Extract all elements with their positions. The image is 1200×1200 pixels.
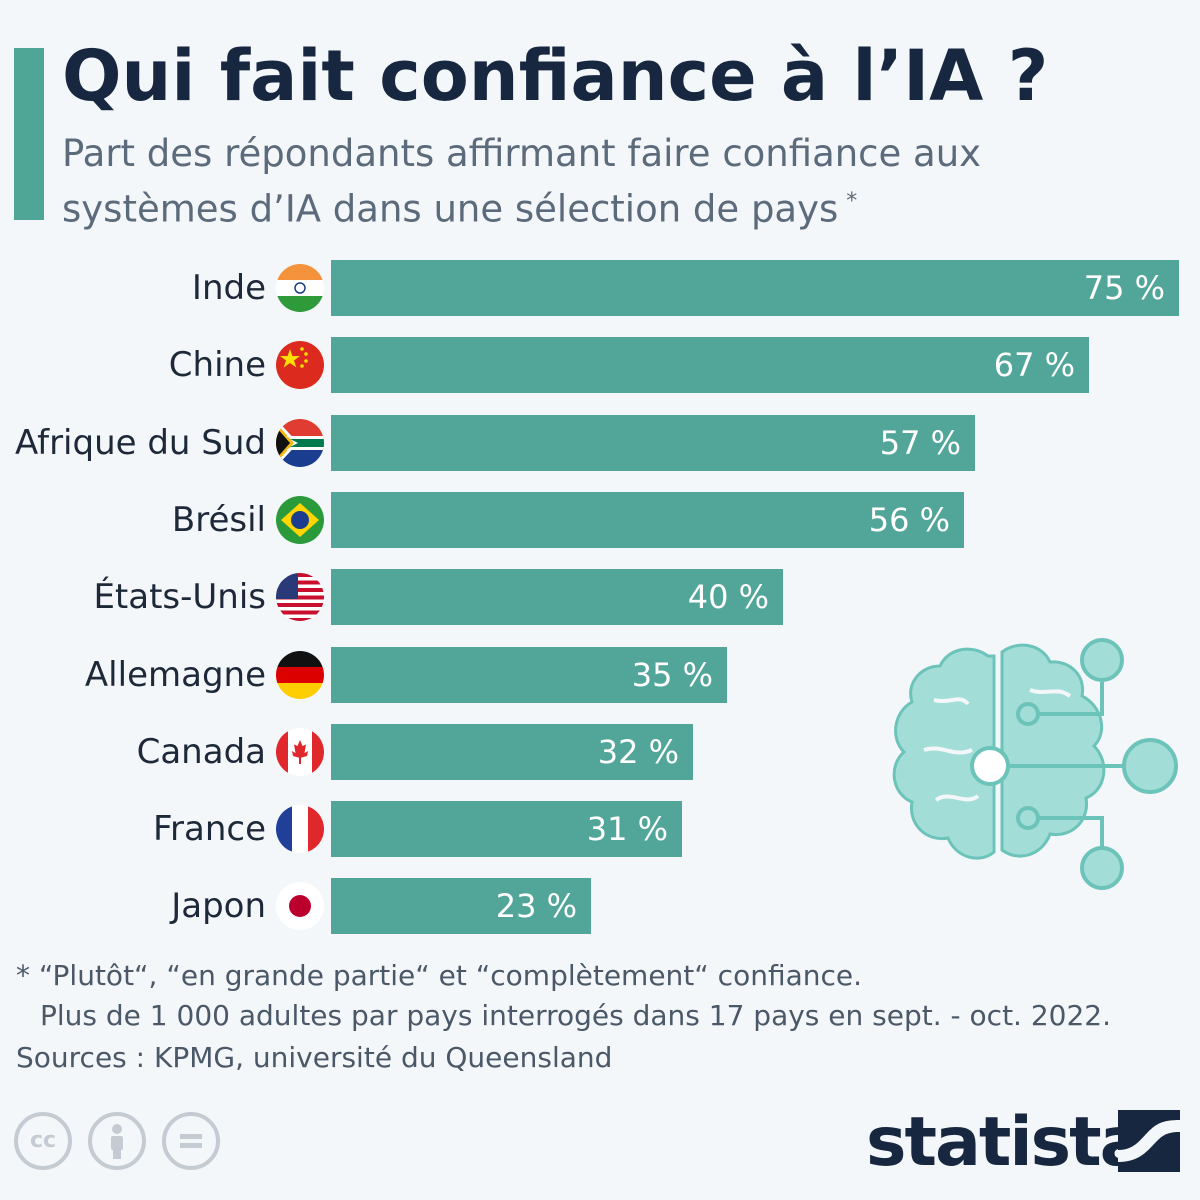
japan-flag-icon	[276, 882, 324, 930]
bar-chart: Inde 75 % Chine 67 % Afrique du Sud 57 % Brési…	[0, 250, 1200, 950]
bar[interactable]: 32 %	[331, 724, 693, 780]
bar[interactable]: 35 %	[331, 647, 727, 703]
canada-flag-icon	[276, 728, 324, 776]
category-label: Brésil	[171, 500, 266, 540]
creative-commons-icon[interactable]: cc	[14, 1112, 72, 1170]
germany-flag-icon	[276, 651, 324, 699]
bar-row: Canada 32 %	[0, 724, 1200, 780]
usa-flag-icon	[276, 573, 324, 621]
ai-brain-circuit-icon	[892, 638, 1178, 890]
bar-row: Japon 23 %	[0, 878, 1200, 934]
india-flag-icon	[276, 264, 324, 312]
bar-row: Brésil 56 %	[0, 492, 1200, 548]
category-label: Allemagne	[84, 655, 266, 695]
footnote-line-1: * “Plutôt“, “en grande partie“ et “compl…	[16, 959, 863, 992]
bar-row: Inde 75 %	[0, 260, 1200, 316]
category-label: Afrique du Sud	[15, 423, 266, 463]
subtitle-text: Part des répondants affirmant faire conf…	[62, 132, 982, 231]
footnote-line-2: Plus de 1 000 adultes par pays interrogé…	[40, 999, 1111, 1032]
bar-value-label: 57 %	[879, 424, 961, 462]
bar[interactable]: 23 %	[331, 878, 591, 934]
south-africa-flag-icon	[276, 419, 324, 467]
bar-row: Chine 67 %	[0, 337, 1200, 393]
bar[interactable]: 56 %	[331, 492, 964, 548]
category-label: Inde	[191, 268, 266, 308]
bar[interactable]: 75 %	[331, 260, 1179, 316]
title-accent-bar	[14, 48, 44, 220]
category-label: France	[152, 809, 266, 849]
bar-value-label: 35 %	[631, 656, 713, 694]
bar[interactable]: 40 %	[331, 569, 783, 625]
no-derivatives-icon[interactable]	[162, 1112, 220, 1170]
bar-value-label: 32 %	[597, 733, 679, 771]
attribution-icon[interactable]	[88, 1112, 146, 1170]
bar-row: France 31 %	[0, 801, 1200, 857]
subtitle-footnote-marker: *	[846, 189, 858, 214]
chart-title: Qui fait confiance à l’IA ?	[62, 35, 1049, 117]
bar-value-label: 40 %	[687, 578, 769, 616]
chart-subtitle: Part des répondants affirmant faire conf…	[62, 130, 1022, 233]
footnote: * “Plutôt“, “en grande partie“ et “compl…	[16, 956, 1176, 1036]
bar-value-label: 23 %	[495, 887, 577, 925]
bar[interactable]: 57 %	[331, 415, 975, 471]
china-flag-icon	[276, 341, 324, 389]
france-flag-icon	[276, 805, 324, 853]
bar-row: Allemagne 35 %	[0, 647, 1200, 703]
bar[interactable]: 67 %	[331, 337, 1089, 393]
bar-value-label: 67 %	[993, 346, 1075, 384]
bar[interactable]: 31 %	[331, 801, 682, 857]
bar-row: États-Unis 40 %	[0, 569, 1200, 625]
bar-value-label: 56 %	[868, 501, 950, 539]
category-label: Canada	[136, 732, 266, 772]
sources-text: Sources : KPMG, université du Queensland	[16, 1041, 613, 1074]
bar-row: Afrique du Sud 57 %	[0, 415, 1200, 471]
brazil-flag-icon	[276, 496, 324, 544]
bar-value-label: 31 %	[586, 810, 668, 848]
statista-logo-mark-icon	[1118, 1110, 1180, 1172]
category-label: Japon	[171, 886, 266, 926]
bar-value-label: 75 %	[1083, 269, 1165, 307]
statista-logo[interactable]: statista	[866, 1103, 1146, 1182]
category-label: Chine	[168, 345, 266, 385]
category-label: États-Unis	[93, 577, 266, 617]
